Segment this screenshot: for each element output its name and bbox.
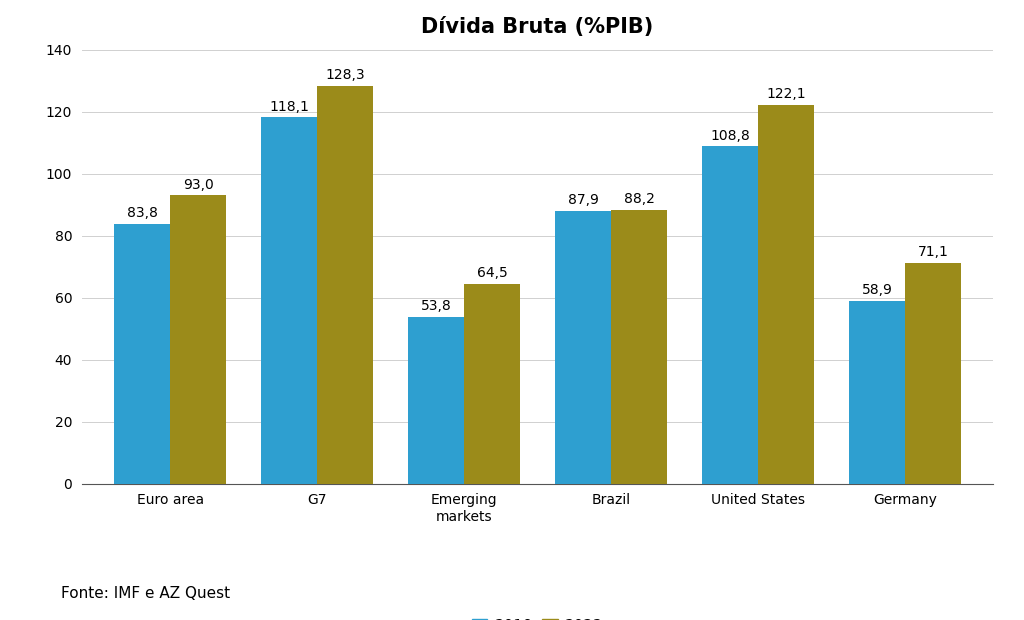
Text: 128,3: 128,3 (326, 68, 365, 82)
Text: Fonte: IMF e AZ Quest: Fonte: IMF e AZ Quest (61, 587, 230, 601)
Text: 87,9: 87,9 (567, 193, 599, 207)
Bar (702, 146, 758, 484)
Bar (409, 317, 464, 484)
Bar (317, 86, 373, 484)
Text: 108,8: 108,8 (711, 128, 750, 143)
Bar (115, 224, 170, 484)
Text: 93,0: 93,0 (182, 177, 213, 192)
Text: 88,2: 88,2 (624, 192, 654, 206)
Text: 71,1: 71,1 (918, 246, 948, 260)
Bar (758, 105, 814, 484)
Bar (905, 264, 961, 484)
Text: 118,1: 118,1 (269, 100, 309, 114)
Bar (261, 118, 317, 484)
Text: 122,1: 122,1 (766, 87, 806, 101)
Text: 64,5: 64,5 (476, 266, 508, 280)
Bar (555, 211, 611, 484)
Bar (849, 301, 905, 484)
Bar (464, 284, 520, 484)
Bar (611, 210, 667, 484)
Legend: 2019, 2022: 2019, 2022 (466, 613, 609, 620)
Title: Dívida Bruta (%PIB): Dívida Bruta (%PIB) (422, 17, 653, 37)
Text: 83,8: 83,8 (127, 206, 158, 220)
Text: 58,9: 58,9 (862, 283, 893, 298)
Text: 53,8: 53,8 (421, 299, 452, 313)
Bar (170, 195, 226, 484)
